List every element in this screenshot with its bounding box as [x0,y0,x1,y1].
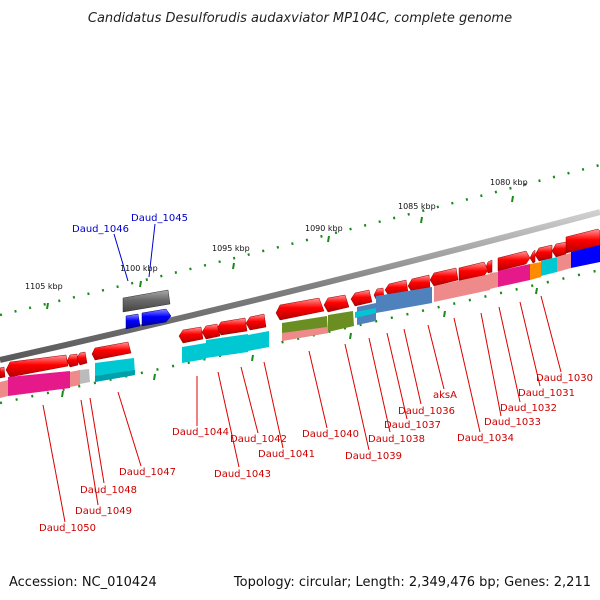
ruler-label-1090: 1090 kbp [305,224,343,233]
gene-label-aksa: aksA [433,390,457,401]
outer-gene-track [0,228,600,379]
gene-label-daud-1039: Daud_1039 [345,451,402,462]
gene-label-daud-1037: Daud_1037 [384,420,441,431]
genome-backbone [0,209,600,363]
gene-label-daud-1043: Daud_1043 [214,469,271,480]
gene-label-daud-1045: Daud_1045 [131,213,188,224]
topology-summary: Topology: circular; Length: 2,349,476 bp… [233,575,591,590]
gene-label-daud-1050: Daud_1050 [39,523,96,534]
ruler-label-1100: 1100 kbp [120,264,158,273]
gene-label-daud-1030: Daud_1030 [536,373,593,384]
gene-label-daud-1042: Daud_1042 [230,434,287,445]
inner-ruler-track [0,268,600,405]
gene-label-daud-1041: Daud_1041 [258,449,315,460]
gene-label-daud-1034: Daud_1034 [457,433,514,444]
gene-label-daud-1048: Daud_1048 [80,485,137,496]
gene-label-daud-1044: Daud_1044 [172,427,229,438]
label-leaders [42,295,562,523]
gene-arrow-daud-1045 [141,308,172,327]
accession-text: Accession: NC_010424 [9,575,157,590]
label-leaders-blue [113,223,156,282]
ruler-major-ticks [46,195,514,310]
gene-label-daud-1032: Daud_1032 [500,403,557,414]
grey-feature [122,289,171,313]
map-title: Candidatus Desulforudis audaxviator MP10… [88,11,512,26]
gene-label-daud-1049: Daud_1049 [75,506,132,517]
inner-ruler-ticks [61,287,538,398]
ruler-label-1080: 1080 kbp [490,178,528,187]
ruler-label-1105: 1105 kbp [25,282,63,291]
ruler-track [0,163,600,317]
ruler-label-1095: 1095 kbp [212,244,250,253]
gene-label-daud-1033: Daud_1033 [484,417,541,428]
gene-label-daud-1038: Daud_1038 [368,434,425,445]
cds-track [0,245,600,398]
gene-label-daud-1031: Daud_1031 [518,388,575,399]
gene-label-daud-1046: Daud_1046 [72,224,129,235]
gene-label-daud-1040: Daud_1040 [302,429,359,440]
gene-arrow-daud-1046 [125,313,141,330]
gene-label-daud-1036: Daud_1036 [398,406,455,417]
ruler-label-1085: 1085 kbp [398,202,436,211]
gene-label-daud-1047: Daud_1047 [119,467,176,478]
